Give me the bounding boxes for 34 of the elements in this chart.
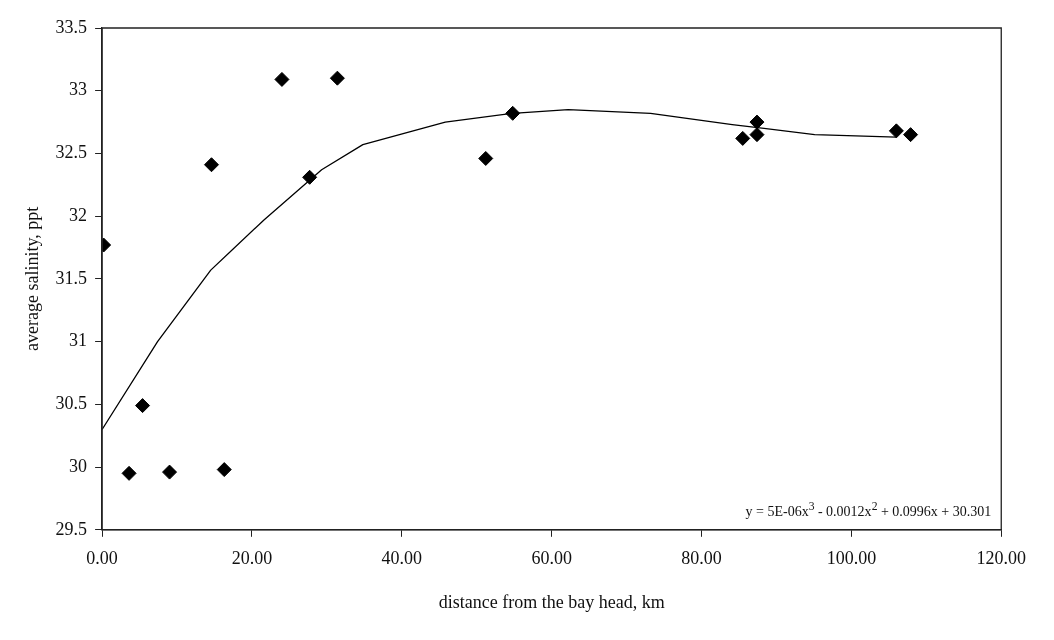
y-tick-label: 33.5	[55, 16, 88, 37]
y-tick-label: 33	[69, 79, 88, 100]
x-tick-label: 0.00	[86, 548, 118, 569]
point	[735, 130, 751, 146]
point	[302, 169, 318, 185]
y-axis-title: average salinity, ppt	[21, 206, 42, 352]
point	[749, 114, 765, 130]
x-tick-label: 80.00	[681, 548, 722, 569]
y-tick-label: 31.5	[55, 267, 88, 288]
point	[903, 127, 919, 143]
point	[204, 157, 219, 173]
y-tick-label: 30.5	[55, 393, 88, 414]
x-tick-label: 100.00	[826, 548, 877, 569]
y-tick-label: 32	[69, 204, 88, 225]
point	[888, 123, 904, 139]
point	[274, 71, 290, 87]
point	[162, 464, 178, 480]
point	[749, 127, 765, 143]
annotation: y = 5E-06x$^{3}$ - 0.0012x$^{2}$ + 0.0996x + 30.301	[745, 500, 992, 520]
y-tick-label: 30	[69, 455, 88, 476]
x-tick-label: 120.00	[976, 548, 1026, 569]
y-tick-label: 29.5	[55, 518, 88, 539]
y-tick-label: 31	[69, 330, 88, 351]
x-tick-label: 40.00	[381, 548, 423, 569]
point	[478, 150, 494, 166]
point	[329, 70, 345, 86]
point	[121, 465, 137, 481]
point	[135, 398, 151, 414]
x-tick-label: 60.00	[531, 548, 572, 569]
x-tick-label: 20.00	[231, 548, 273, 569]
x-axis-title: distance from the bay head, km	[438, 591, 665, 612]
point	[505, 105, 521, 121]
y-tick-label: 32.5	[55, 142, 88, 163]
point	[216, 462, 232, 478]
